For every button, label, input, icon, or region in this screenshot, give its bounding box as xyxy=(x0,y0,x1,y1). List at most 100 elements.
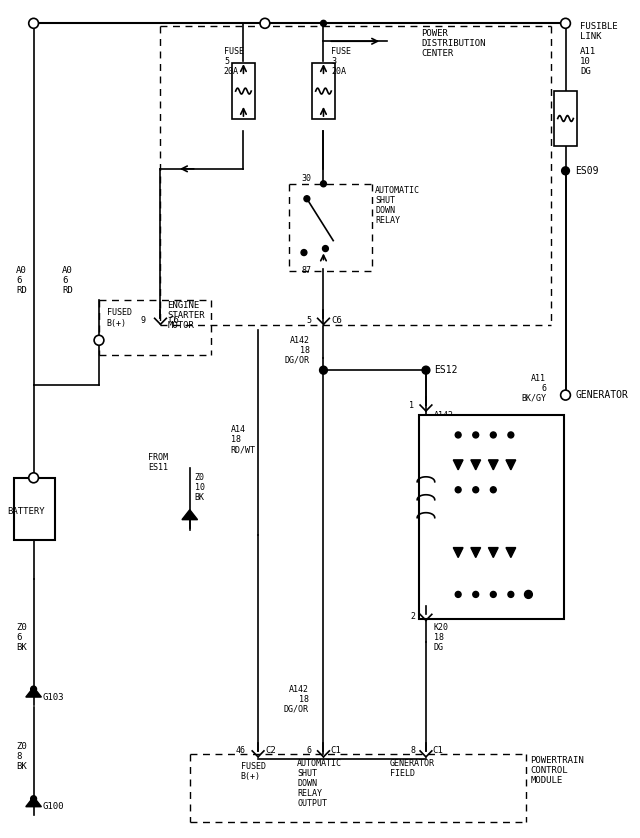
Text: RD: RD xyxy=(62,286,73,295)
Circle shape xyxy=(260,18,270,28)
Text: B(+): B(+) xyxy=(107,318,127,328)
Text: STARTER: STARTER xyxy=(167,311,205,320)
Text: 5: 5 xyxy=(307,316,312,325)
Text: A0: A0 xyxy=(16,266,27,275)
Text: 18: 18 xyxy=(434,633,444,642)
Text: MOTOR: MOTOR xyxy=(167,321,194,330)
Text: ES11: ES11 xyxy=(148,463,168,473)
Text: 8: 8 xyxy=(16,753,21,762)
Text: RD/WT: RD/WT xyxy=(231,446,256,454)
Text: 5: 5 xyxy=(224,57,229,65)
Text: RD: RD xyxy=(16,286,27,295)
Circle shape xyxy=(490,592,496,597)
Text: SHUT: SHUT xyxy=(375,196,396,205)
Text: 2: 2 xyxy=(410,612,415,621)
Polygon shape xyxy=(506,547,516,557)
Text: C2: C2 xyxy=(265,747,276,755)
Circle shape xyxy=(525,591,532,598)
Polygon shape xyxy=(182,510,198,520)
Circle shape xyxy=(473,592,479,597)
Text: POWERTRAIN: POWERTRAIN xyxy=(531,757,584,765)
Text: Z0: Z0 xyxy=(16,742,27,752)
Text: 30: 30 xyxy=(302,174,312,184)
Circle shape xyxy=(473,432,479,438)
Circle shape xyxy=(31,686,36,692)
Text: 18: 18 xyxy=(434,421,444,430)
Polygon shape xyxy=(471,460,481,470)
Bar xyxy=(419,415,564,619)
Text: Z0: Z0 xyxy=(195,473,205,483)
Text: 20A: 20A xyxy=(332,67,346,75)
Text: 18: 18 xyxy=(299,695,309,704)
Circle shape xyxy=(323,246,328,251)
Circle shape xyxy=(490,432,496,438)
Circle shape xyxy=(508,432,514,438)
Text: RELAY: RELAY xyxy=(297,789,322,799)
Circle shape xyxy=(473,487,479,493)
Text: AUTOMATIC: AUTOMATIC xyxy=(375,186,420,195)
Text: DG/OR: DG/OR xyxy=(434,431,459,439)
Text: 6: 6 xyxy=(62,276,67,285)
Text: RELAY: RELAY xyxy=(375,216,400,225)
Text: G100: G100 xyxy=(42,802,64,811)
Text: DG: DG xyxy=(580,67,591,75)
Text: B(+): B(+) xyxy=(241,773,260,781)
Text: DG: DG xyxy=(434,643,444,652)
Text: DISTRIBUTION: DISTRIBUTION xyxy=(421,39,486,48)
Polygon shape xyxy=(488,547,498,557)
Text: AUTOMATIC: AUTOMATIC xyxy=(297,759,342,768)
Bar xyxy=(14,478,55,540)
Text: C6: C6 xyxy=(332,316,342,325)
Text: FROM: FROM xyxy=(148,453,168,463)
Text: BK: BK xyxy=(195,494,205,502)
Text: A11: A11 xyxy=(531,374,546,383)
Circle shape xyxy=(31,796,36,802)
Text: 6: 6 xyxy=(307,747,312,755)
Text: A11: A11 xyxy=(580,47,596,55)
Bar xyxy=(312,63,335,119)
Text: 10: 10 xyxy=(195,484,205,492)
Text: A142: A142 xyxy=(434,411,454,420)
Polygon shape xyxy=(471,547,481,557)
Text: G103: G103 xyxy=(42,692,64,701)
Text: K20: K20 xyxy=(434,623,449,632)
Text: 10: 10 xyxy=(580,57,591,65)
Text: 9: 9 xyxy=(141,316,146,325)
Circle shape xyxy=(319,366,328,374)
Text: SHUT: SHUT xyxy=(297,769,317,779)
Text: A142: A142 xyxy=(290,336,310,344)
Text: C1: C1 xyxy=(330,747,341,755)
Text: FUSE: FUSE xyxy=(332,47,351,55)
Text: 1: 1 xyxy=(409,401,414,410)
Text: 18: 18 xyxy=(300,346,310,354)
Text: CONTROL: CONTROL xyxy=(531,766,568,775)
Text: DG/OR: DG/OR xyxy=(284,705,309,713)
Text: BK: BK xyxy=(16,643,27,652)
Circle shape xyxy=(304,196,310,202)
Text: DOWN: DOWN xyxy=(375,206,396,215)
Bar xyxy=(554,91,577,146)
Text: 18: 18 xyxy=(231,436,241,444)
Polygon shape xyxy=(26,797,42,807)
Text: POWER: POWER xyxy=(421,28,448,38)
Text: 6: 6 xyxy=(541,384,546,392)
Text: DG/OR: DG/OR xyxy=(285,355,310,365)
Text: 20A: 20A xyxy=(224,67,239,75)
Text: 46: 46 xyxy=(236,747,245,755)
Text: A0: A0 xyxy=(62,266,73,275)
Polygon shape xyxy=(506,460,516,470)
Polygon shape xyxy=(26,687,42,697)
Text: MODULE: MODULE xyxy=(531,776,563,785)
Circle shape xyxy=(561,391,570,400)
Bar xyxy=(232,63,255,119)
Circle shape xyxy=(455,487,461,493)
Text: Z0: Z0 xyxy=(16,623,27,632)
Text: ES12: ES12 xyxy=(434,365,457,375)
Text: ENGINE: ENGINE xyxy=(167,301,200,310)
Circle shape xyxy=(561,18,570,28)
Circle shape xyxy=(29,473,38,483)
Circle shape xyxy=(301,250,307,256)
Circle shape xyxy=(490,487,496,493)
Polygon shape xyxy=(453,460,463,470)
Circle shape xyxy=(321,181,326,187)
